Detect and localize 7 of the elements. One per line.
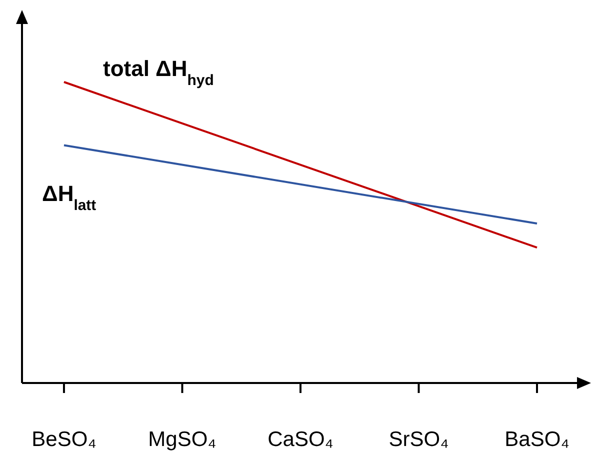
x-tick-label: CaSO₄ <box>268 428 334 451</box>
x-tick-label: BaSO₄ <box>504 428 570 451</box>
series-label: ΔH$_{latt}$ <box>42 181 96 214</box>
x-tick-label: SrSO₄ <box>388 428 449 451</box>
x-tick-label: BeSO₄ <box>32 428 96 451</box>
series-label: total ΔH$_{hyd}$ <box>103 56 214 88</box>
x-tick-label: MgSO₄ <box>148 428 216 451</box>
